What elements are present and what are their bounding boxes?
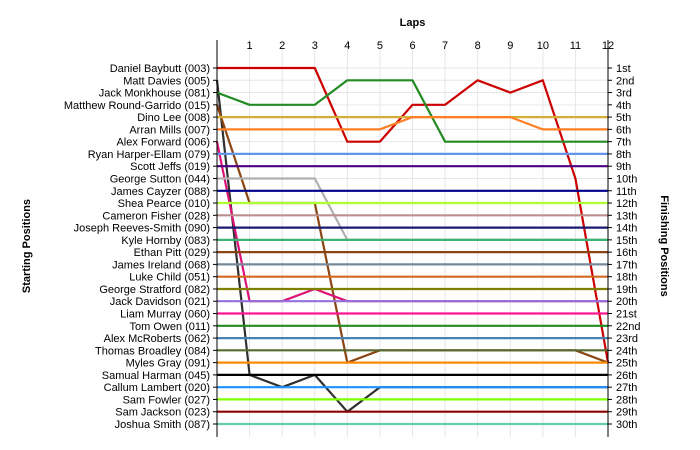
series-line [217,66,610,363]
start-position-label: Matthew Round-Garrido (015) [64,100,210,112]
finish-position-label: 6th [616,124,631,136]
finish-position-label: 4th [616,100,631,112]
lap-tick-label: 1 [247,40,253,52]
start-position-label: Samual Harman (045) [102,370,210,382]
lap-tick-label: 9 [507,40,513,52]
finish-position-label: 28th [616,394,637,406]
start-position-label: Alex McRoberts (062) [104,333,210,345]
finish-position-label: 30th [616,419,637,431]
start-position-label: Matt Davies (005) [123,75,210,87]
start-position-label: Tom Owen (011) [130,321,211,333]
finish-position-label: 20th [616,296,637,308]
start-position-label: Jack Monkhouse (081) [99,88,210,100]
lap-tick-label: 3 [312,40,318,52]
lap-tick-label: 2 [279,40,285,52]
start-position-label: Scott Jeffs (019) [130,161,210,173]
start-position-label: Kyle Hornby (083) [121,235,210,247]
start-position-label: Sam Jackson (023) [115,407,210,419]
finish-position-label: 13th [616,210,637,222]
finish-position-label: 7th [616,137,631,149]
finish-position-label: 17th [616,259,637,271]
start-position-label: Daniel Baybutt (003) [110,63,210,75]
start-position-label: Alex Forward (006) [116,137,210,149]
axes: Daniel Baybutt (003)Matt Davies (005)Jac… [64,40,640,437]
start-position-label: Shea Pearce (010) [118,198,210,210]
left-axis-title: Starting Positions [21,199,33,293]
finish-position-label: 19th [616,284,637,296]
finish-position-label: 22nd [616,321,640,333]
series-lines [215,66,610,426]
lap-tick-label: 6 [409,40,415,52]
start-position-label: Luke Child (051) [129,272,210,284]
start-position-label: Liam Murray (060) [120,309,210,321]
finish-position-label: 2nd [616,75,634,87]
start-position-label: Joshua Smith (087) [115,419,210,431]
finish-position-label: 26th [616,370,637,382]
finish-position-label: 29th [616,407,637,419]
finish-position-label: 21st [616,309,637,321]
lap-tick-label: 12 [602,40,614,52]
start-position-label: James Cayzer (088) [111,186,210,198]
start-position-label: Callum Lambert (020) [104,382,210,394]
start-position-label: Arran Mills (007) [129,124,210,136]
finish-position-label: 10th [616,173,637,185]
start-position-label: Myles Gray (091) [126,358,210,370]
start-position-label: Ethan Pitt (029) [134,247,210,259]
lap-tick-label: 11 [570,40,581,52]
finish-position-label: 12th [616,198,637,210]
finish-position-label: 18th [616,272,637,284]
lap-tick-label: 10 [537,40,549,52]
finish-position-label: 8th [616,149,631,161]
start-position-label: Dino Lee (008) [137,112,210,124]
start-position-label: Cameron Fisher (028) [102,210,210,222]
finish-position-label: 3rd [616,88,632,100]
finish-position-label: 11th [616,186,637,198]
start-position-label: George Sutton (044) [110,173,210,185]
finish-position-label: 16th [616,247,637,259]
x-axis-title: Laps [400,17,426,29]
start-position-label: Jack Davidson (021) [110,296,210,308]
start-position-label: Thomas Broadley (084) [95,345,210,357]
finish-position-label: 1st [616,63,631,75]
finish-position-label: 15th [616,235,637,247]
finish-position-label: 14th [616,223,637,235]
right-axis-title: Finishing Positions [658,195,670,296]
series-line [217,115,608,131]
finish-position-label: 23rd [616,333,638,345]
start-position-label: Joseph Reeves-Smith (090) [74,223,210,235]
finish-position-label: 25th [616,358,637,370]
start-position-label: George Stratford (082) [99,284,210,296]
start-position-label: Ryan Harper-Ellam (079) [88,149,210,161]
finish-position-label: 9th [616,161,631,173]
lap-tick-label: 5 [377,40,383,52]
finish-position-label: 24th [616,345,637,357]
start-position-label: Sam Fowler (027) [123,394,210,406]
finish-position-label: 5th [616,112,631,124]
start-position-label: James Ireland (068) [112,259,210,271]
lap-tick-label: 4 [344,40,350,52]
lap-tick-label: 8 [475,40,481,52]
lap-tick-label: 7 [442,40,448,52]
finish-position-label: 27th [616,382,637,394]
series-line [216,79,608,143]
